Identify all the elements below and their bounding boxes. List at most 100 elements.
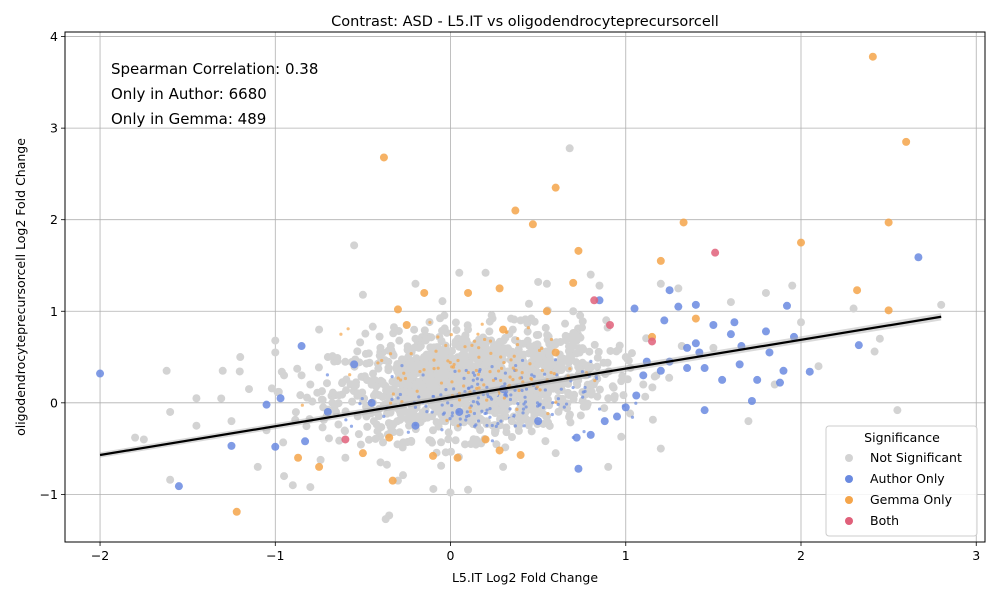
cloud-point (393, 440, 402, 449)
data-point (674, 284, 683, 293)
author-streak-point (406, 430, 410, 434)
gemma-streak-point (448, 360, 452, 365)
data-point (574, 464, 583, 473)
data-point (711, 248, 720, 257)
cloud-point (626, 409, 635, 418)
cloud-point (377, 423, 386, 432)
author-streak-point (564, 402, 569, 406)
cloud-point (484, 379, 493, 388)
cloud-point (586, 380, 595, 389)
cloud-point (561, 336, 570, 345)
gemma-streak-point (457, 398, 462, 402)
author-streak-point (425, 409, 429, 414)
data-point (315, 325, 324, 334)
cloud-point (354, 430, 363, 439)
cloud-point (394, 360, 403, 369)
author-streak-point (485, 423, 489, 428)
gemma-streak-point (514, 368, 518, 372)
data-point (174, 482, 183, 491)
data-point (735, 360, 744, 369)
author-streak-point (488, 407, 492, 411)
gemma-streak-point (512, 354, 516, 358)
author-streak-point (550, 412, 554, 417)
gemma-streak-point (491, 378, 496, 382)
data-point (639, 380, 648, 389)
y-axis-label: oligodendrocyteprecursorcell Log2 Fold C… (13, 138, 28, 436)
gemma-streak-point (477, 355, 481, 359)
gemma-streak-point (517, 388, 521, 393)
cloud-point (543, 330, 552, 339)
data-point (775, 378, 784, 387)
author-streak-point (476, 396, 481, 400)
cloud-point (293, 364, 302, 373)
cloud-point (530, 317, 539, 326)
cloud-point (444, 435, 453, 444)
author-streak-point (417, 395, 421, 399)
data-point (271, 348, 280, 357)
y-tick-label: 2 (50, 212, 58, 227)
author-streak-point (597, 407, 602, 411)
gemma-streak-point (540, 368, 544, 372)
x-axis-label: L5.IT Log2 Fold Change (452, 570, 598, 585)
author-streak-point (523, 400, 528, 404)
cloud-point (528, 368, 537, 377)
gemma-streak-point (508, 375, 512, 379)
cloud-point (617, 432, 626, 441)
cloud-point (503, 344, 512, 353)
y-tick-label: 3 (50, 121, 58, 136)
gemma-streak-point (549, 337, 554, 342)
cloud-point (379, 438, 388, 447)
x-tick-label: 2 (797, 548, 805, 563)
data-point (236, 353, 245, 362)
series-not-significant (131, 144, 946, 524)
author-streak-point (360, 396, 364, 401)
cloud-point (419, 355, 428, 364)
author-streak-point (634, 401, 638, 405)
gemma-streak-point (468, 390, 472, 394)
author-streak-point (480, 378, 484, 382)
data-point (516, 451, 525, 460)
gemma-streak-point (463, 345, 467, 349)
gemma-streak-point (403, 376, 408, 381)
data-point (534, 417, 543, 426)
cloud-point (348, 397, 357, 406)
author-streak-point (483, 411, 487, 416)
cloud-point (296, 391, 305, 400)
cloud-point (558, 402, 567, 411)
cloud-point (618, 372, 627, 381)
author-streak-point (583, 385, 587, 390)
x-tick-label: 1 (622, 548, 630, 563)
data-point (782, 301, 791, 310)
author-streak-point (523, 395, 527, 399)
cloud-point (328, 388, 337, 397)
cloud-point (395, 336, 404, 345)
regression-line (99, 313, 942, 458)
gemma-streak-point (466, 370, 470, 375)
data-point (280, 371, 289, 380)
cloud-point (437, 438, 446, 447)
cloud-point (423, 371, 432, 380)
cloud-point (492, 440, 501, 449)
data-point (765, 348, 774, 357)
gemma-streak-point (499, 366, 504, 370)
author-streak-point (541, 405, 546, 410)
author-streak-point (325, 373, 330, 377)
cloud-point (414, 343, 423, 352)
gemma-streak-point (474, 368, 478, 373)
author-streak-point (464, 414, 469, 419)
data-point (674, 302, 683, 311)
author-streak-point (453, 369, 457, 373)
author-streak-point (589, 359, 593, 363)
y-tick-label: 1 (50, 304, 58, 319)
gemma-streak-point (418, 369, 422, 374)
y-tick-label: 4 (50, 29, 58, 44)
cloud-point (386, 408, 395, 417)
cloud-point (317, 395, 326, 404)
gemma-streak-point (409, 352, 413, 356)
cloud-point (578, 397, 587, 406)
cloud-point (273, 388, 282, 397)
cloud-point (334, 420, 343, 429)
gemma-streak-point (300, 403, 304, 407)
cloud-point (463, 377, 472, 386)
cloud-point (535, 358, 544, 367)
